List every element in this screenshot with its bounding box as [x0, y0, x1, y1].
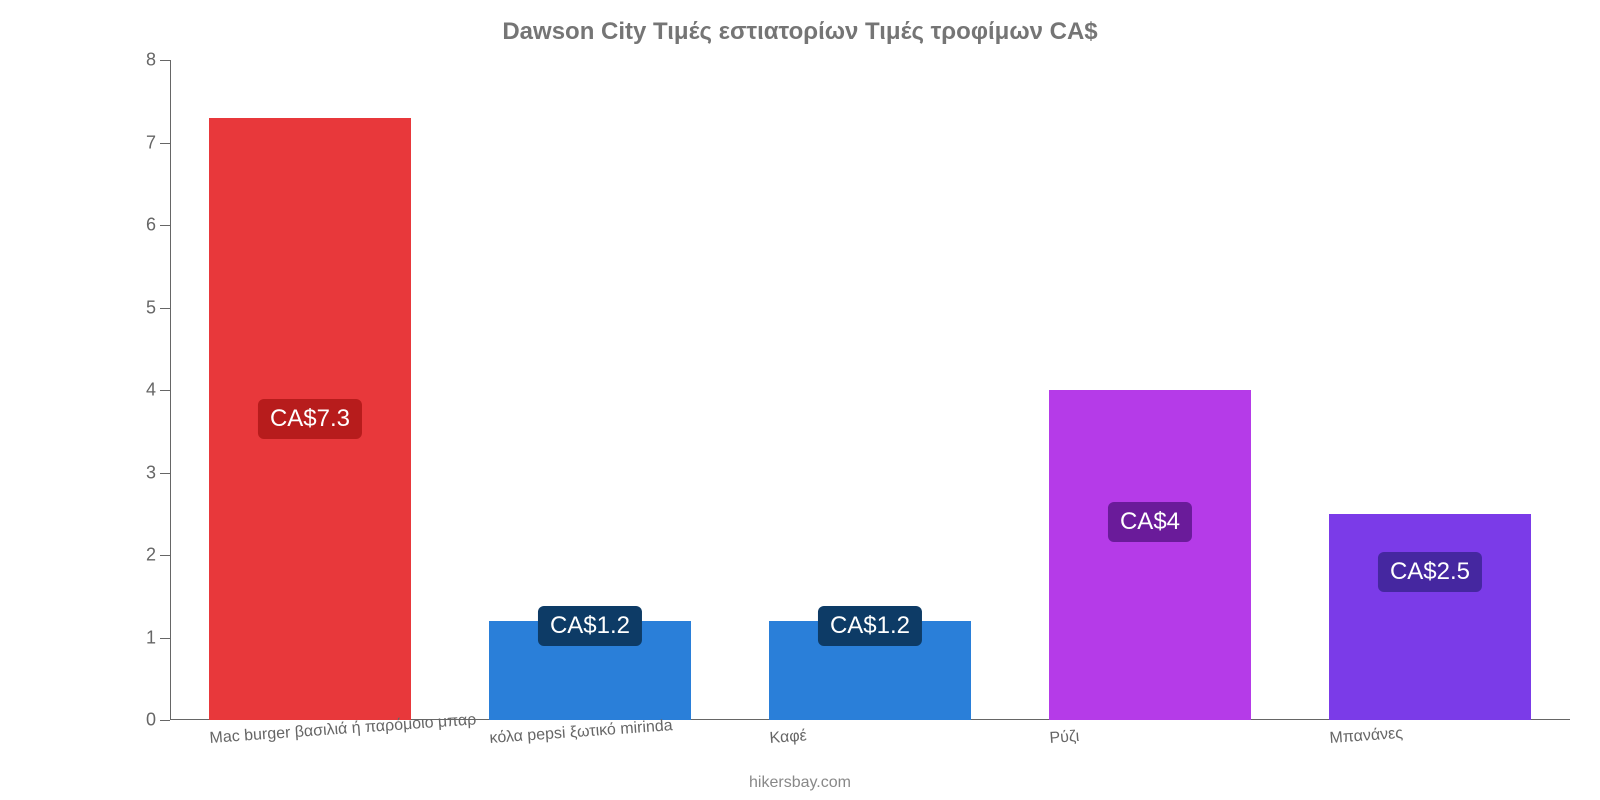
- bar-value-badge: CA$7.3: [258, 399, 362, 439]
- bar: [1049, 390, 1251, 720]
- bar-value-badge: CA$4: [1108, 502, 1192, 542]
- footer-credit: hikersbay.com: [0, 774, 1600, 792]
- bar: [1329, 514, 1531, 720]
- bar-value-badge: CA$1.2: [818, 606, 922, 646]
- chart-container: Dawson City Τιμές εστιατορίων Τιμές τροφ…: [0, 0, 1600, 800]
- x-tick-label: κόλα pepsi ξωτικό mirinda: [489, 717, 673, 748]
- y-axis: [170, 60, 171, 720]
- y-tick: [160, 720, 170, 721]
- y-tick-label: 0: [146, 710, 156, 731]
- y-tick: [160, 308, 170, 309]
- y-tick: [160, 60, 170, 61]
- plot-area: 012345678CA$7.3Mac burger βασιλιά ή παρό…: [170, 60, 1570, 720]
- x-tick-label: Μπανάνες: [1329, 725, 1404, 748]
- y-tick-label: 1: [146, 627, 156, 648]
- y-tick-label: 4: [146, 380, 156, 401]
- y-tick-label: 5: [146, 297, 156, 318]
- x-tick-label: Ρύζι: [1049, 728, 1080, 748]
- y-tick-label: 8: [146, 50, 156, 71]
- chart-title: Dawson City Τιμές εστιατορίων Τιμές τροφ…: [0, 18, 1600, 46]
- bar-value-badge: CA$1.2: [538, 606, 642, 646]
- y-tick: [160, 473, 170, 474]
- y-tick-label: 2: [146, 545, 156, 566]
- y-tick: [160, 225, 170, 226]
- y-tick-label: 7: [146, 132, 156, 153]
- bar-value-badge: CA$2.5: [1378, 552, 1482, 592]
- y-tick: [160, 555, 170, 556]
- y-tick-label: 6: [146, 215, 156, 236]
- y-tick-label: 3: [146, 462, 156, 483]
- y-tick: [160, 638, 170, 639]
- y-tick: [160, 390, 170, 391]
- y-tick: [160, 143, 170, 144]
- x-tick-label: Καφέ: [769, 727, 807, 748]
